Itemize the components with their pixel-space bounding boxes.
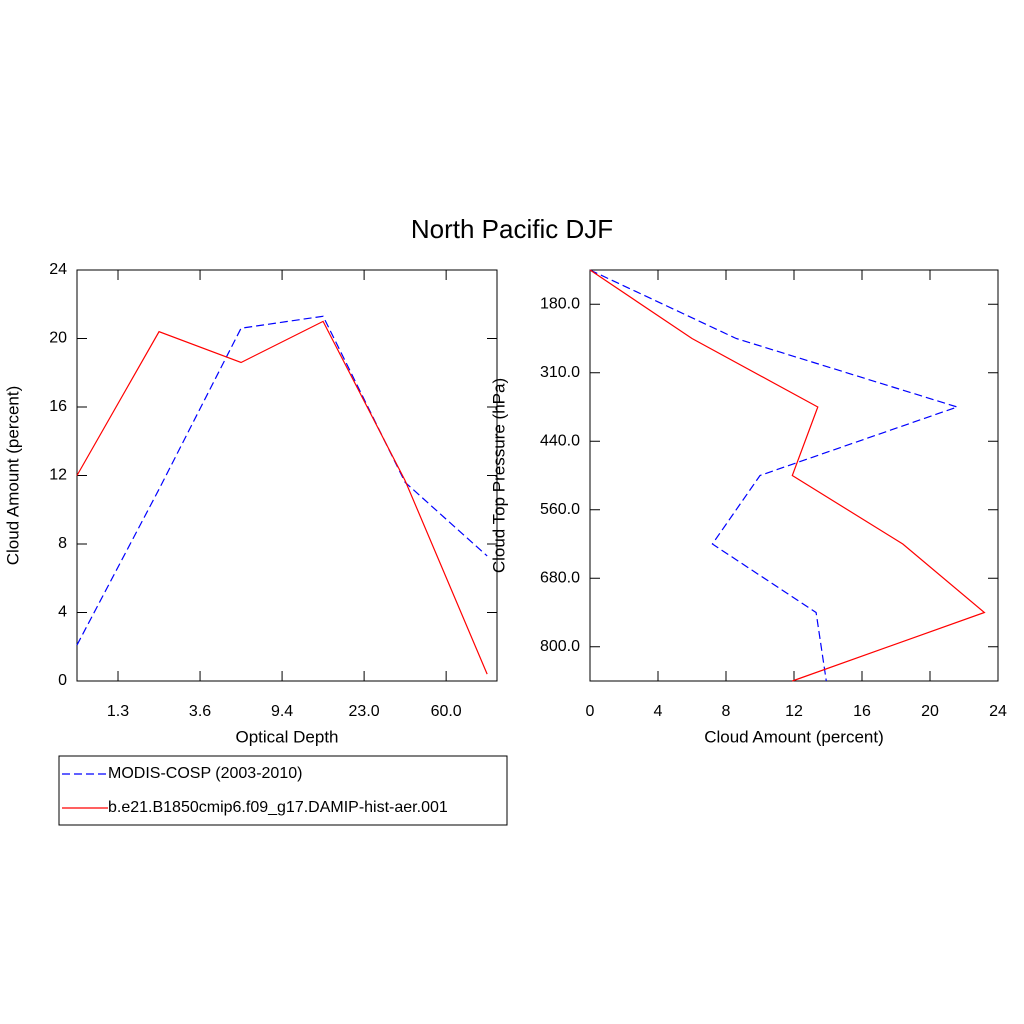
y-tick-label: 24 xyxy=(49,261,67,278)
y-axis-label: Cloud Amount (percent) xyxy=(3,386,22,566)
plot-frame xyxy=(76,269,498,682)
figure-title: North Pacific DJF xyxy=(411,214,613,244)
legend-label: MODIS-COSP (2003-2010) xyxy=(108,765,302,782)
y-tick-label: 0 xyxy=(58,672,67,689)
y-tick-label: 20 xyxy=(49,330,67,347)
y-tick-label: 12 xyxy=(49,467,67,484)
x-tick-label: 16 xyxy=(853,703,871,720)
x-tick-label: 20 xyxy=(921,703,939,720)
x-tick-label: 0 xyxy=(586,703,595,720)
plot-frame xyxy=(589,269,999,682)
x-tick-label: 23.0 xyxy=(349,703,380,720)
series-line xyxy=(589,269,986,682)
series-line xyxy=(589,269,960,682)
legend-label: b.e21.B1850cmip6.f09_g17.DAMIP-hist-aer.… xyxy=(108,799,448,816)
y-tick-label: 680.0 xyxy=(540,569,580,586)
x-axis-label: Optical Depth xyxy=(236,727,339,746)
x-tick-label: 8 xyxy=(722,703,731,720)
y-tick-label: 560.0 xyxy=(540,501,580,518)
x-tick-label: 24 xyxy=(989,703,1007,720)
x-tick-label: 3.6 xyxy=(189,703,211,720)
x-tick-label: 1.3 xyxy=(107,703,129,720)
y-axis-label: Cloud Top Pressure (hPa) xyxy=(489,378,508,573)
y-tick-label: 4 xyxy=(58,604,67,621)
legend-box xyxy=(58,755,508,826)
x-axis-label: Cloud Amount (percent) xyxy=(704,727,884,746)
x-tick-label: 9.4 xyxy=(271,703,293,720)
y-tick-label: 800.0 xyxy=(540,638,580,655)
y-tick-label: 180.0 xyxy=(540,295,580,312)
series-line xyxy=(76,315,488,646)
y-tick-label: 16 xyxy=(49,398,67,415)
x-tick-label: 60.0 xyxy=(431,703,462,720)
x-tick-label: 4 xyxy=(654,703,663,720)
y-tick-label: 440.0 xyxy=(540,432,580,449)
series-line xyxy=(76,320,488,675)
y-tick-label: 8 xyxy=(58,535,67,552)
x-tick-label: 12 xyxy=(785,703,803,720)
y-tick-label: 310.0 xyxy=(540,364,580,381)
